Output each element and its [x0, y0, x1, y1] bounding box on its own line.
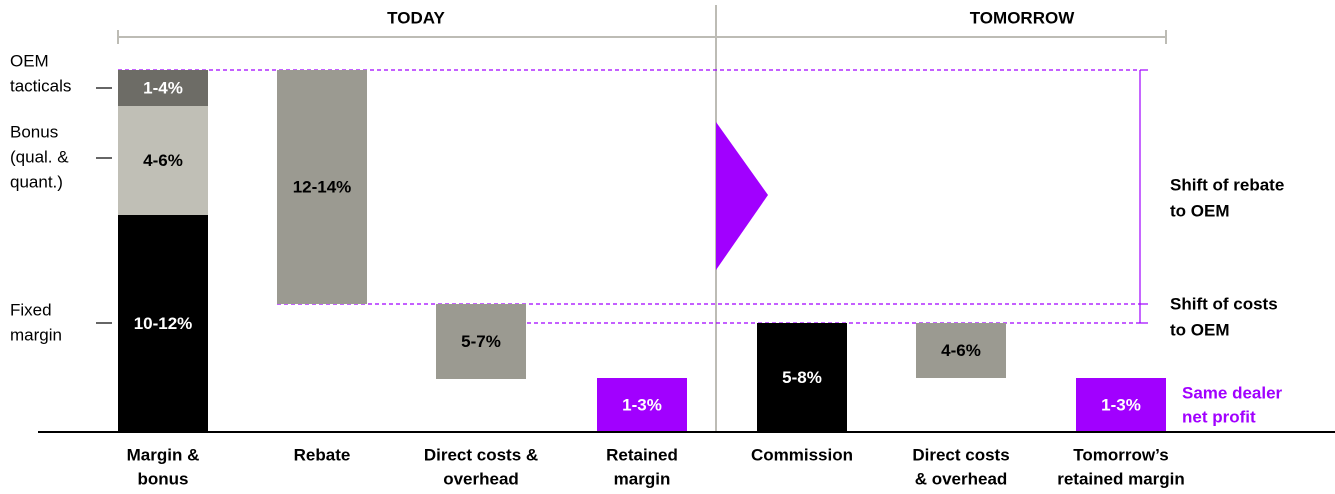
bar-segment [916, 323, 1006, 378]
column-label: Commission [751, 445, 853, 464]
column-label: margin [614, 469, 671, 488]
annotation: Shift of rebate [1170, 175, 1284, 194]
column-label: & overhead [915, 469, 1008, 488]
annotation: Shift of costs [1170, 294, 1278, 313]
arrow [716, 122, 768, 270]
row-label: OEM [10, 51, 49, 70]
column-label: Direct costs [912, 445, 1009, 464]
segment-label: 5-8% [782, 368, 822, 387]
column-label: overhead [443, 469, 519, 488]
bar-segment [436, 304, 526, 379]
segment-label: 1-3% [622, 395, 662, 414]
column-label: retained margin [1057, 469, 1185, 488]
segment-label: 4-6% [941, 341, 981, 360]
row-label: margin [10, 325, 62, 344]
segment-label: 12-14% [293, 177, 352, 196]
annotation: to OEM [1170, 201, 1230, 220]
bar-segment [118, 106, 208, 215]
annotation: net profit [1182, 407, 1256, 426]
header-bg [970, 8, 1090, 30]
column-label: Rebate [294, 445, 351, 464]
bar-segment [118, 70, 208, 106]
column-label: Margin & [127, 445, 200, 464]
segment-label: 4-6% [143, 151, 183, 170]
column-label: Direct costs & [424, 445, 538, 464]
annotation: Same dealer [1182, 383, 1283, 402]
header-tomorrow: TOMORROW [970, 8, 1075, 27]
segment-label: 1-3% [1101, 395, 1141, 414]
segment-label: 10-12% [134, 314, 193, 333]
row-label: Bonus [10, 122, 58, 141]
column-label: Retained [606, 445, 678, 464]
annotation: to OEM [1170, 320, 1230, 339]
column-label: bonus [138, 469, 189, 488]
row-label: tacticals [10, 76, 71, 95]
header-bg [380, 8, 452, 30]
row-label: Fixed [10, 300, 52, 319]
bar-segment [597, 378, 687, 432]
header-today: TODAY [387, 8, 445, 27]
bar-segment [757, 323, 847, 432]
row-label: quant.) [10, 172, 63, 191]
segment-label: 1-4% [143, 78, 183, 97]
column-label: Tomorrow’s [1073, 445, 1168, 464]
bar-segment [277, 70, 367, 304]
row-label: (qual. & [10, 147, 69, 166]
segment-label: 5-7% [461, 332, 501, 351]
bar-segment [118, 215, 208, 432]
bar-segment [1076, 378, 1166, 432]
